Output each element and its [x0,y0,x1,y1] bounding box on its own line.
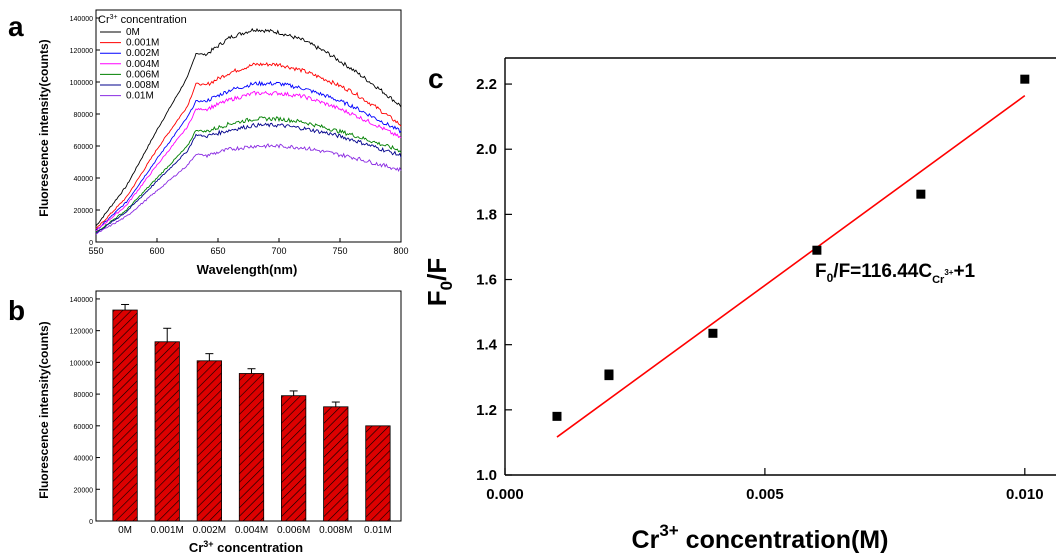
panel-a-xtick-label: 600 [149,246,164,256]
panel-a-ytick-label: 0 [89,240,93,247]
panel-a-plot-area: 550 600 650 700 750 800 0 20000 40000 60000 80000 1… [70,9,409,256]
panel-c-ytick-label: 1.2 [476,402,497,419]
panel-b-ylabel: Fluorescence intensity(counts) [37,321,51,498]
panel-c-ytick-label: 2.2 [476,76,497,93]
panel-b: b 0 20000 40000 60000 80000 100000 120000 14000… [8,290,402,555]
panel-b-plot-area: 0 20000 40000 60000 80000 100000 120000 140000 0… [70,290,402,536]
panel-c-data-point [552,411,562,421]
panel-c-fit-equation: F0/F=116.44CCr3++1 [815,261,976,286]
panel-b-bar [196,360,222,522]
panel-c-data-point [708,328,718,338]
panel-a-legend-label: 0.002M [126,48,159,59]
panel-c-ytick-label: 1.4 [476,337,498,354]
panel-b-ytick-label: 0 [89,519,93,526]
panel-c-data-point [812,245,822,255]
panel-a-legend: Cr3+ concentration 0M0.001M0.002M0.004M0… [98,14,187,102]
panel-b-ytick-label: 80000 [74,392,94,399]
panel-a-legend-label: 0.004M [126,59,159,70]
panel-b-bar [281,395,307,522]
panel-b-category-label: 0M [118,525,132,536]
panel-c-xtick-label: 0.010 [1006,486,1044,503]
panel-a-legend-label: 0M [126,27,140,38]
panel-c-data-point [1020,74,1030,84]
panel-a-ytick-label: 60000 [74,144,94,151]
panel-a-xtick-label: 750 [332,246,347,256]
panel-a-xlabel: Wavelength(nm) [197,262,298,277]
panel-b-bar [323,406,349,522]
panel-a-xtick-label: 650 [210,246,225,256]
panel-b-ytick-label: 140000 [70,297,93,304]
panel-a-xtick-label: 700 [271,246,286,256]
panel-b-category-label: 0.008M [319,525,352,536]
panel-a-series-line [95,80,402,232]
panel-c-data-point [916,189,926,199]
panel-a-series-line [95,143,402,235]
panel-c-ytick-label: 1.8 [476,206,497,223]
panel-a-ytick-label: 100000 [70,80,93,87]
panel-a-legend-label: 0.01M [126,91,154,102]
panel-c-ylabel: F0/F [422,258,456,306]
panel-b-bar [365,425,391,522]
panel-c-plot-area: 0.000 0.005 0.010 1.0 1.2 1.4 1.6 1.8 2.0 2.2 [476,57,1056,503]
panel-b-ytick-label: 120000 [70,329,93,336]
panel-c-ytick-label: 1.0 [476,467,497,484]
panel-b-category-label: 0.006M [277,525,310,536]
panel-a-legend-label: 0.006M [126,69,159,80]
panel-c-letter: c [428,63,444,94]
panel-b-bar [112,309,138,522]
panel-a-ylabel: Fluorescence intensity(counts) [37,39,51,216]
panel-b-ytick-label: 40000 [74,456,94,463]
panel-a: a 550 600 650 700 750 800 0 20000 40000 60000 8000… [8,9,409,277]
panel-a-ytick-label: 140000 [70,16,93,23]
panel-c-ytick-label: 2.0 [476,141,497,158]
panel-b-bar [154,341,180,522]
panel-a-legend-label: 0.001M [126,38,159,49]
panel-a-series-line [95,61,402,230]
panel-c-data-point [604,369,614,379]
panel-b-category-label: 0.001M [151,525,184,536]
panel-b-ytick-label: 60000 [74,424,94,431]
panel-b-letter: b [8,295,25,326]
panel-a-series-line [95,122,402,234]
panel-a-legend-label: 0.008M [126,80,159,91]
panel-c: c 0.000 0.005 0.010 1.0 1.2 1.4 1.6 1.8 2.0 2.2 F… [422,57,1056,554]
panel-b-ytick-label: 100000 [70,360,93,367]
panel-a-ytick-label: 20000 [74,208,94,215]
panel-b-category-label: 0.004M [235,525,268,536]
panel-a-ytick-label: 40000 [74,176,94,183]
panel-a-xtick-label: 550 [88,246,103,256]
panel-b-xlabel: Cr3+ concentration [189,539,303,555]
panel-c-xlabel: Cr3+ concentration(M) [632,521,889,554]
panel-c-ytick-label: 1.6 [476,272,497,289]
panel-a-series-line [95,116,402,233]
panel-b-category-label: 0.01M [364,525,392,536]
panel-a-ytick-label: 80000 [74,112,94,119]
panel-a-letter: a [8,11,24,42]
panel-b-bar [238,373,265,522]
panel-a-xtick-label: 800 [393,246,408,256]
panel-a-series-line [96,90,402,231]
panel-a-ytick-label: 120000 [70,48,93,55]
panel-c-fit-line [556,95,1026,438]
panel-a-legend-title: Cr3+ concentration [98,14,187,26]
panel-c-xtick-label: 0.000 [486,486,524,503]
panel-b-category-label: 0.002M [193,525,226,536]
panel-a-series-line [95,27,402,227]
panel-c-xtick-label: 0.005 [746,486,784,503]
panel-b-ytick-label: 20000 [74,487,94,494]
